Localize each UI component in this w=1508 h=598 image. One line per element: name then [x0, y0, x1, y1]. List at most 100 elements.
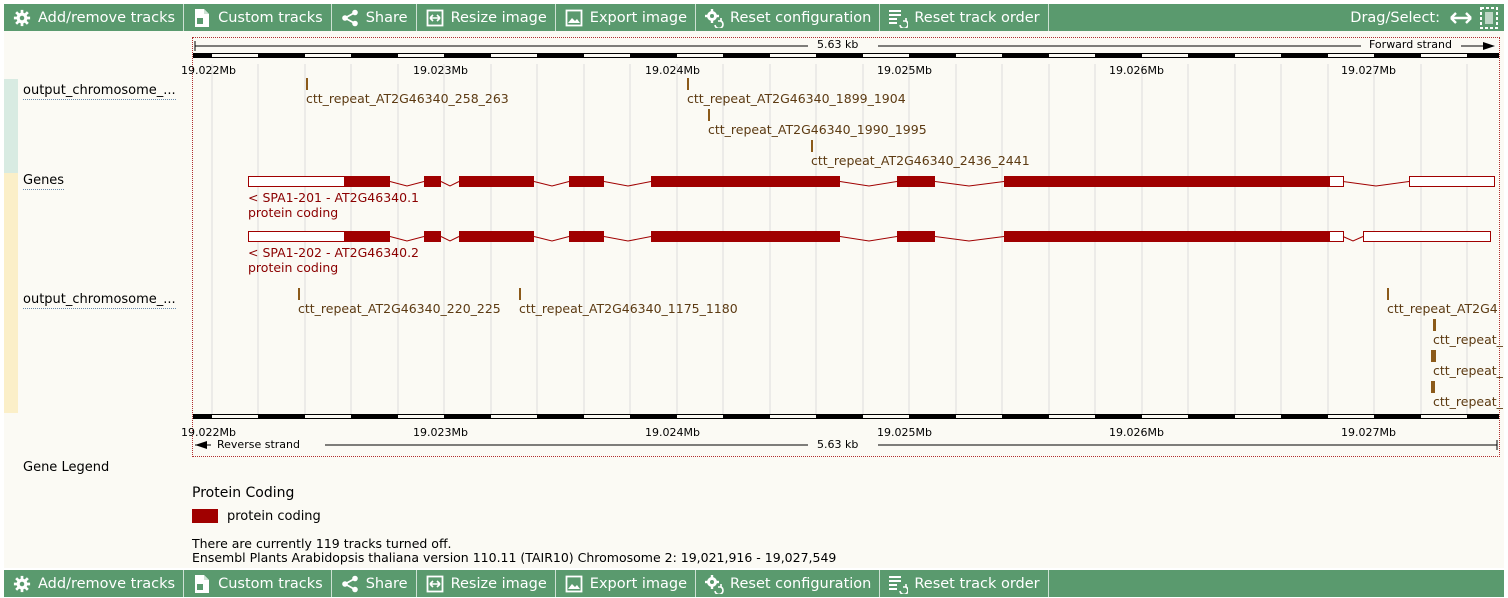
- legend-section-title: Protein Coding: [192, 485, 295, 501]
- gene-label-1[interactable]: < SPA1-201 - AT2G46340.1 protein coding: [248, 190, 419, 220]
- reset-config-icon: [704, 574, 724, 594]
- gene-transcript-2[interactable]: [193, 230, 1499, 246]
- ruler-tick: 19.022Mb: [181, 426, 236, 439]
- reset-configuration-button[interactable]: Reset configuration: [696, 4, 881, 31]
- track-label-output-top[interactable]: output_chromosome_...: [23, 83, 176, 100]
- ruler-tick: 19.025Mb: [877, 426, 932, 439]
- reset-track-order-button[interactable]: Reset track order: [880, 570, 1049, 597]
- custom-tracks-label: Custom tracks: [218, 575, 323, 592]
- track-strip-output-bottom[interactable]: [4, 285, 18, 413]
- feature-marker[interactable]: [519, 288, 521, 300]
- feature-label[interactable]: ctt_repeat_AT2G46340_1990_1995: [708, 122, 927, 137]
- feature-marker[interactable]: [687, 78, 689, 90]
- feature-label[interactable]: ctt_repeat_AT2G46340_1899_1904: [687, 91, 906, 106]
- custom-tracks-button[interactable]: Custom tracks: [184, 4, 332, 31]
- custom-tracks-button[interactable]: Custom tracks: [184, 570, 332, 597]
- select-box-icon[interactable]: [1480, 6, 1498, 29]
- feature-marker[interactable]: [1387, 288, 1389, 300]
- top-toolbar: Add/remove tracks Custom tracks Share Re…: [4, 4, 1504, 31]
- reset-order-icon: [888, 574, 909, 594]
- feature-marker[interactable]: [811, 140, 813, 152]
- share-label: Share: [365, 575, 408, 592]
- track-strip-output-top[interactable]: [4, 79, 18, 173]
- gene-label-2[interactable]: < SPA1-202 - AT2G46340.2 protein coding: [248, 245, 419, 275]
- top-ruler: [193, 41, 1499, 58]
- gene-transcript-1[interactable]: [193, 175, 1499, 191]
- feature-label[interactable]: ctt_repeat_AT2G46340_1175_1180: [519, 301, 738, 316]
- ruler-length-top: 5.63 kb: [817, 38, 859, 51]
- feature-label[interactable]: ctt_repeat_AT2G46340_258_263: [306, 91, 509, 106]
- ruler-tick: 19.023Mb: [413, 64, 468, 77]
- feature-label[interactable]: ctt_repeat_: [1433, 332, 1503, 347]
- forward-strand-label: Forward strand: [1369, 38, 1452, 51]
- reset-track-order-button[interactable]: Reset track order: [880, 4, 1049, 31]
- export-image-button[interactable]: Export image: [556, 570, 697, 597]
- ruler-tick: 19.023Mb: [413, 426, 468, 439]
- share-label: Share: [365, 9, 408, 26]
- drag-arrows-icon[interactable]: [1450, 11, 1472, 25]
- track-label-output-bottom[interactable]: output_chromosome_...: [23, 292, 176, 309]
- ruler-tick: 19.026Mb: [1109, 426, 1164, 439]
- feature-marker[interactable]: [298, 288, 300, 300]
- ruler-tick: 19.024Mb: [645, 426, 700, 439]
- tracks-off-text: There are currently 119 tracks turned of…: [192, 536, 452, 551]
- ruler-tick: 19.024Mb: [645, 64, 700, 77]
- reset-configuration-button[interactable]: Reset configuration: [696, 570, 881, 597]
- feature-label[interactable]: ctt_repeat_AT2G46340_2436_2441: [811, 153, 1030, 168]
- feature-label[interactable]: ctt_repeat_: [1433, 363, 1503, 378]
- resize-image-label: Resize image: [450, 575, 547, 592]
- track-image-area[interactable]: 5.63 kb Forward strand 19.022Mb 19.023Mb…: [181, 37, 1503, 457]
- ruler-tick: 19.027Mb: [1341, 64, 1396, 77]
- bottom-ruler: [193, 414, 1499, 450]
- reset-config-icon: [704, 8, 724, 28]
- gear-icon: [12, 574, 32, 594]
- track-label-genes[interactable]: Genes: [23, 173, 65, 190]
- add-remove-tracks-button[interactable]: Add/remove tracks: [4, 570, 185, 597]
- file-icon: [192, 574, 212, 594]
- drag-select-control: Drag/Select:: [1350, 6, 1504, 29]
- legend-item-label: protein coding: [227, 509, 321, 524]
- ruler-tick: 19.022Mb: [181, 64, 236, 77]
- feature-label[interactable]: ctt_repeat_: [1433, 394, 1503, 409]
- custom-tracks-label: Custom tracks: [218, 9, 323, 26]
- resize-image-button[interactable]: Resize image: [417, 4, 556, 31]
- ruler-tick: 19.025Mb: [877, 64, 932, 77]
- share-button[interactable]: Share: [332, 570, 417, 597]
- image-icon: [564, 8, 584, 28]
- resize-icon: [425, 8, 445, 28]
- feature-marker[interactable]: [306, 78, 308, 90]
- gear-icon: [12, 8, 32, 28]
- file-icon: [192, 8, 212, 28]
- resize-image-button[interactable]: Resize image: [417, 570, 556, 597]
- reset-order-icon: [888, 8, 909, 28]
- share-button[interactable]: Share: [332, 4, 417, 31]
- feature-marker[interactable]: [1431, 350, 1436, 362]
- ruler-tick: 19.026Mb: [1109, 64, 1164, 77]
- ruler-length-bottom: 5.63 kb: [817, 438, 859, 451]
- ensembl-version-text: Ensembl Plants Arabidopsis thaliana vers…: [192, 550, 837, 565]
- ruler-tick: 19.027Mb: [1341, 426, 1396, 439]
- feature-marker[interactable]: [708, 109, 710, 121]
- add-remove-tracks-label: Add/remove tracks: [38, 9, 176, 26]
- resize-icon: [425, 574, 445, 594]
- add-remove-tracks-label: Add/remove tracks: [38, 575, 176, 592]
- legend-swatch: [192, 509, 218, 523]
- feature-label[interactable]: ctt_repeat_AT2G4: [1387, 301, 1498, 316]
- feature-marker[interactable]: [1433, 319, 1436, 331]
- gene-legend-label: Gene Legend: [23, 460, 110, 475]
- export-image-button[interactable]: Export image: [556, 4, 697, 31]
- share-icon: [340, 8, 360, 28]
- reset-configuration-label: Reset configuration: [730, 9, 872, 26]
- feature-label[interactable]: ctt_repeat_AT2G46340_220_225: [298, 301, 501, 316]
- genome-browser-panel: output_chromosome_... Genes output_chrom…: [4, 31, 1504, 568]
- add-remove-tracks-button[interactable]: Add/remove tracks: [4, 4, 185, 31]
- reverse-strand-label: Reverse strand: [217, 438, 300, 451]
- feature-marker[interactable]: [1431, 381, 1435, 393]
- reset-track-order-label: Reset track order: [914, 9, 1040, 26]
- export-image-label: Export image: [589, 575, 688, 592]
- drag-select-label: Drag/Select:: [1350, 9, 1440, 26]
- resize-image-label: Resize image: [450, 9, 547, 26]
- export-image-label: Export image: [589, 9, 688, 26]
- track-strip-genes[interactable]: [4, 173, 18, 285]
- reset-track-order-label: Reset track order: [914, 575, 1040, 592]
